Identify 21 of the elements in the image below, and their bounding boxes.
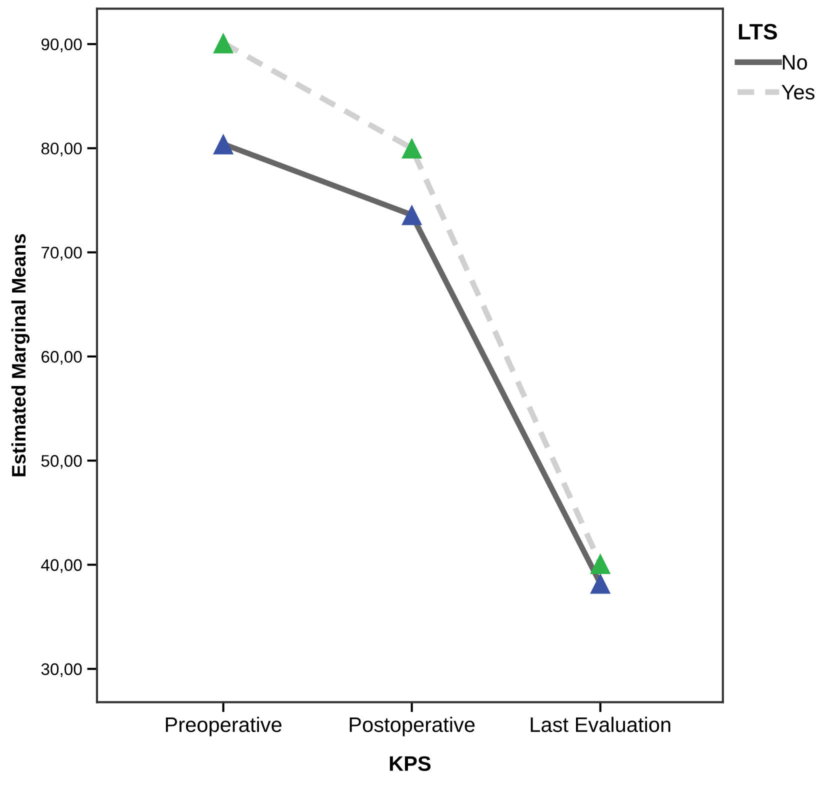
x-tick-label: Preoperative [166,716,282,736]
x-tick-label: Postoperative [350,716,475,736]
point [402,138,422,159]
point [213,32,234,54]
point [590,573,611,594]
y-tick-label: 80,00 [41,142,82,156]
point [213,134,234,154]
y-tick-label: 70,00 [42,246,82,261]
y-tick-label: 90,00 [41,38,82,52]
legend-label: Yes [782,84,814,100]
y-axis-title: Estimated Marginal Means [11,234,30,476]
x-axis-title: KPS [390,756,431,771]
y-tick-label: 50,00 [41,455,82,469]
point [402,204,422,226]
legend-title: LTS [738,24,777,40]
x-tick-label: Last Evaluation [530,716,670,732]
y-tick-label: 30,00 [41,663,82,678]
y-tick-label: 60,00 [42,350,82,365]
point [590,553,611,574]
y-tick-label: 40,00 [41,559,82,573]
legend-label: No [782,55,807,70]
